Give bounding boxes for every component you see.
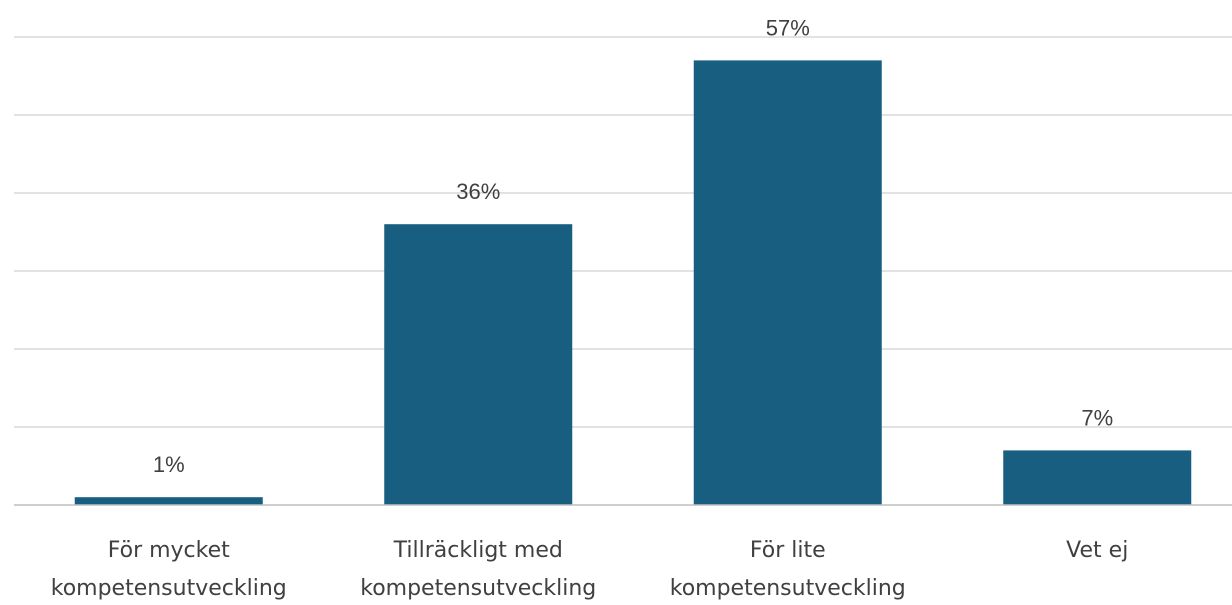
category-label: Tillräckligt med kompetensutveckling [360, 538, 596, 601]
data-labels: 1% 36% 57% 7% [153, 15, 1113, 477]
category-label: För lite kompetensutveckling [670, 538, 906, 601]
bar [693, 60, 882, 506]
bar [1003, 450, 1192, 505]
gridlines [14, 36, 1232, 428]
data-label: 36% [456, 179, 500, 204]
bar [74, 497, 263, 505]
data-label: 1% [153, 452, 185, 477]
data-label: 7% [1081, 405, 1113, 430]
data-label: 57% [766, 15, 810, 40]
category-label: Vet ej [1066, 538, 1128, 563]
bars [74, 60, 1192, 506]
bar [384, 224, 573, 505]
category-label: För mycket kompetensutveckling [51, 538, 287, 601]
category-labels: För mycket kompetensutveckling Tillräcklig… [51, 538, 1129, 601]
